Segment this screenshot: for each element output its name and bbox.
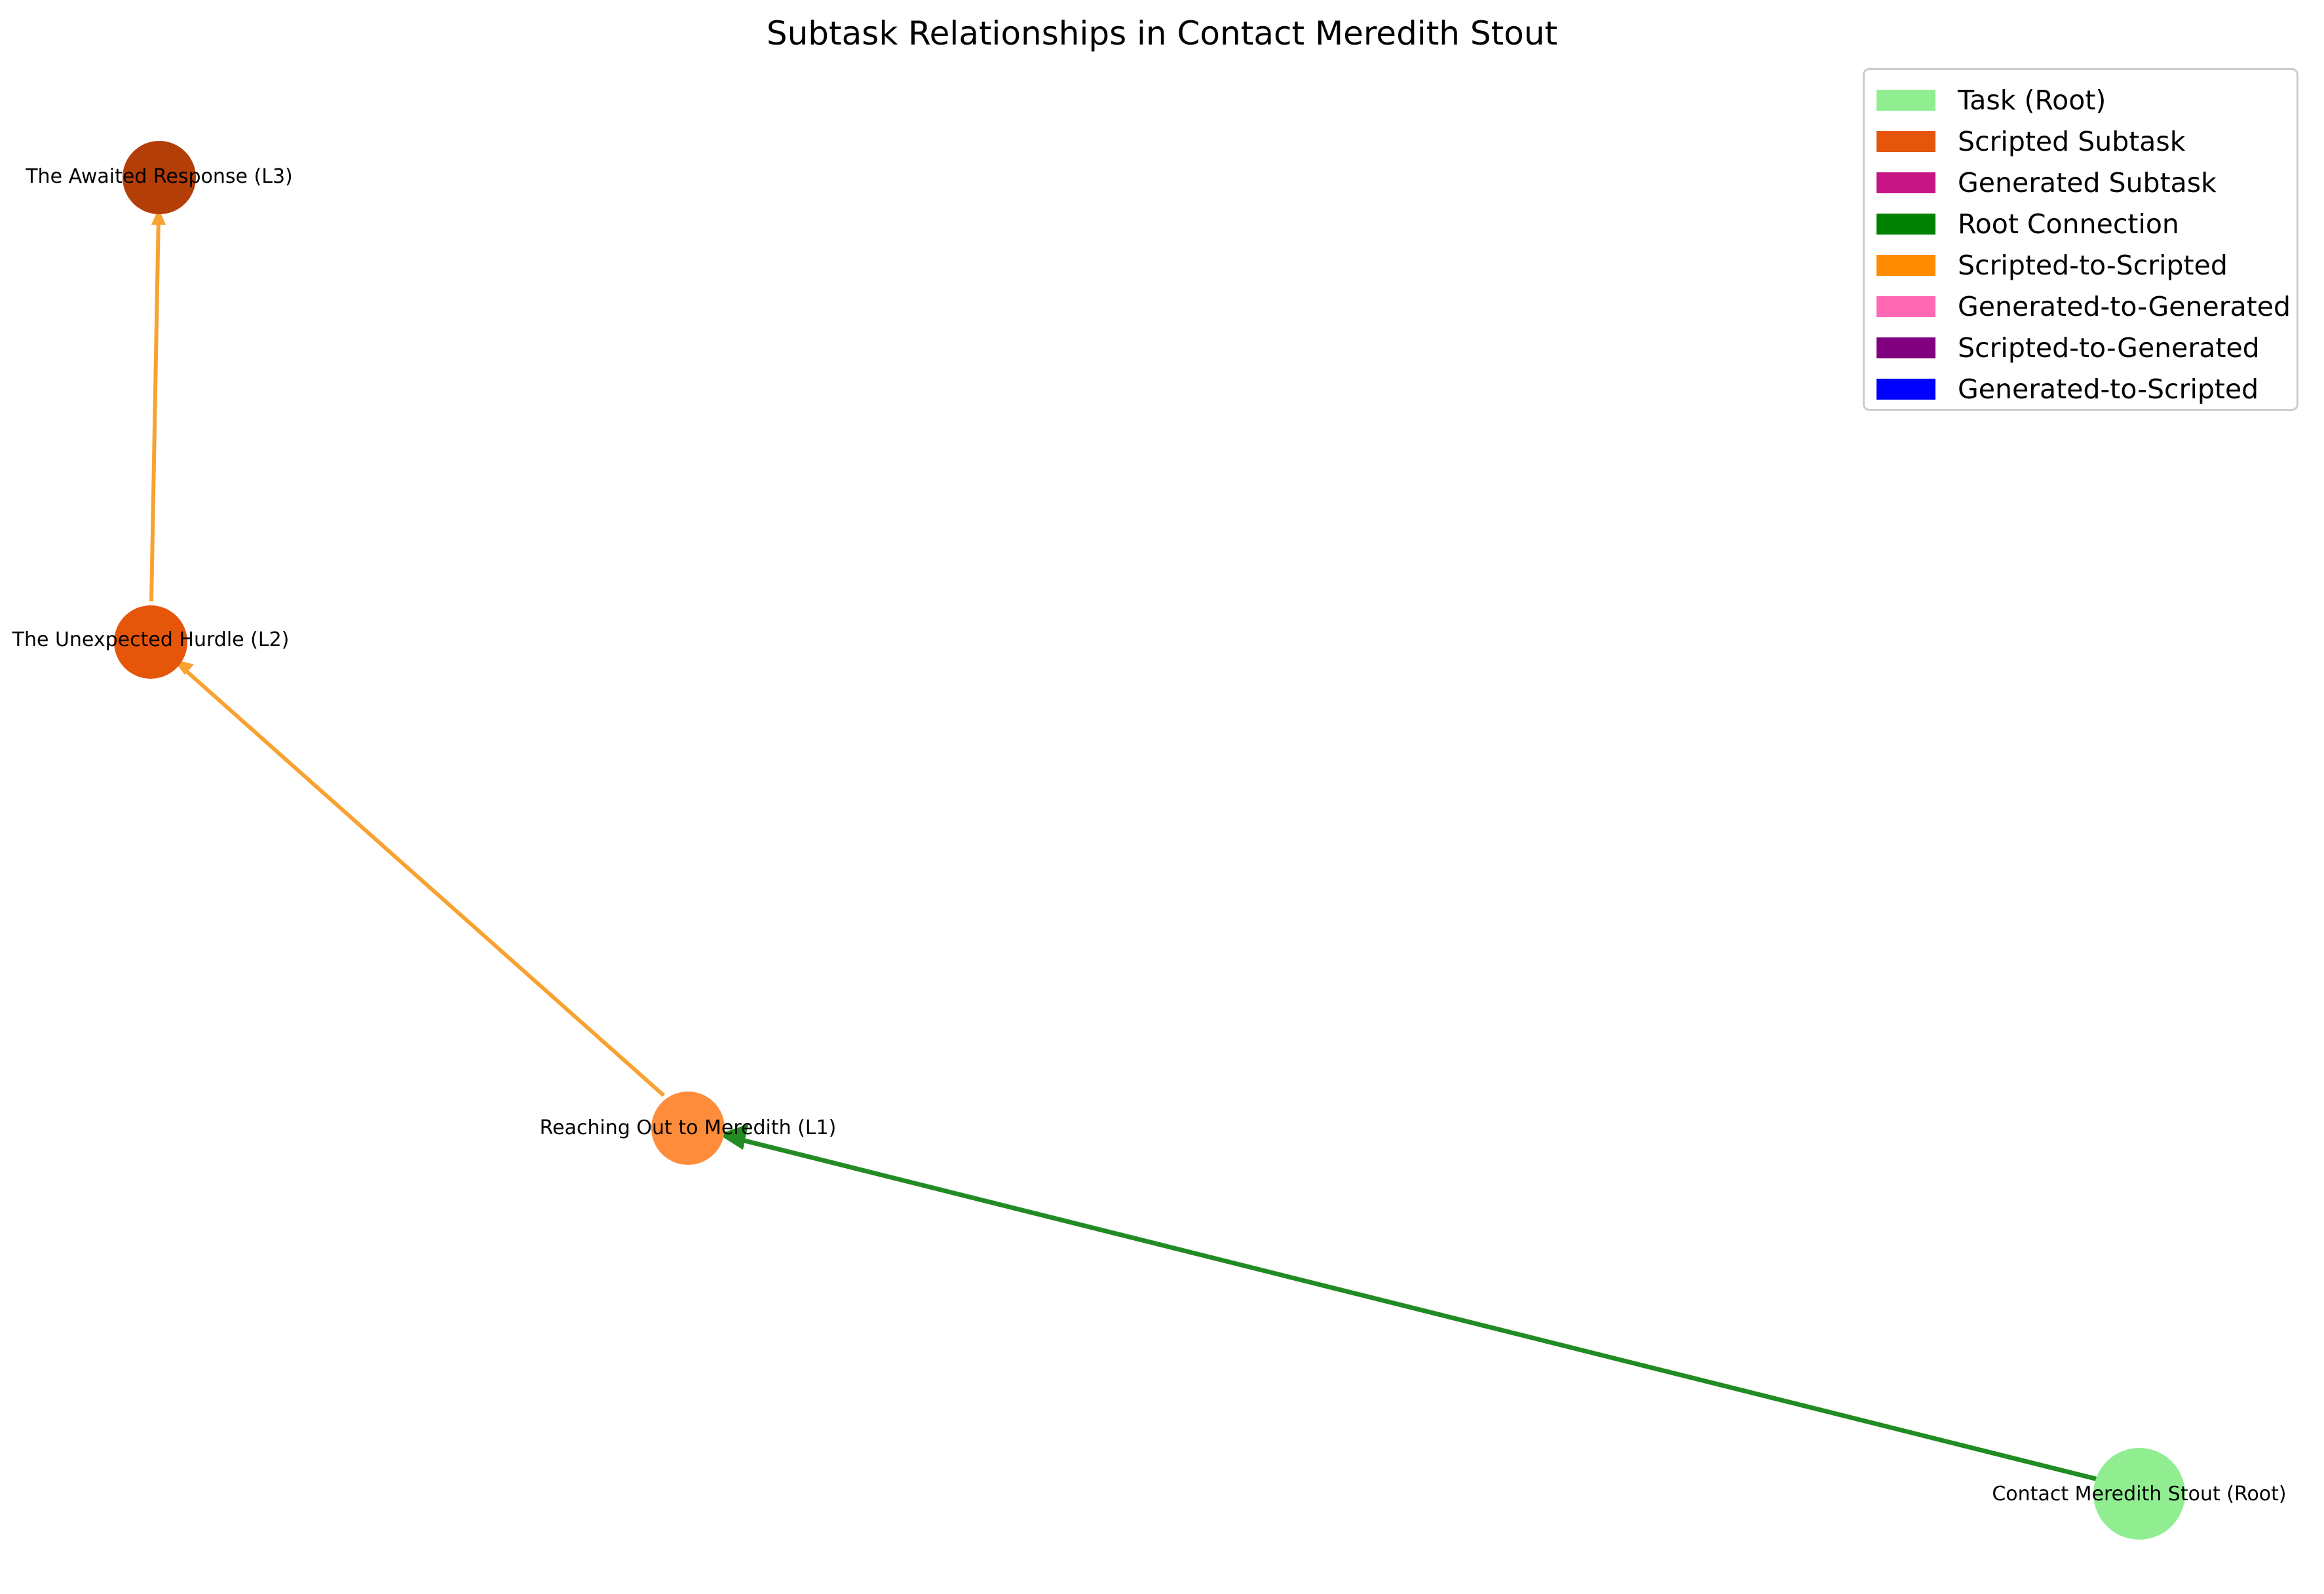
edge-l1-to-l2: [180, 665, 664, 1095]
legend-item-scripted-to-scripted: Scripted-to-Scripted: [1876, 252, 2228, 278]
legend-item-generated-to-scripted: Generated-to-Scripted: [1876, 376, 2258, 402]
node-l3-label: The Awaited Response (L3): [25, 165, 293, 188]
legend-swatch: [1876, 337, 1935, 358]
legend-label: Scripted-to-Generated: [1958, 332, 2260, 364]
legend-item-root-connection: Root Connection: [1876, 211, 2179, 237]
legend-item-generated-to-generated: Generated-to-Generated: [1876, 294, 2291, 320]
legend-label: Scripted-to-Scripted: [1958, 250, 2228, 281]
legend-item-task-root: Task (Root): [1876, 87, 2106, 113]
node-l2-label: The Unexpected Hurdle (L2): [12, 628, 290, 651]
legend-label: Generated-to-Scripted: [1958, 373, 2258, 405]
legend-label: Scripted Subtask: [1958, 126, 2186, 157]
legend-label: Root Connection: [1958, 208, 2179, 240]
legend-label: Generated-to-Generated: [1958, 291, 2291, 322]
legend-swatch: [1876, 214, 1935, 235]
legend-item-generated-subtask: Generated Subtask: [1876, 170, 2217, 196]
legend-swatch: [1876, 255, 1935, 276]
legend-item-scripted-subtask: Scripted Subtask: [1876, 128, 2186, 155]
legend-swatch: [1876, 296, 1935, 317]
node-root-label: Contact Meredith Stout (Root): [1992, 1483, 2286, 1506]
node-l1-label: Reaching Out to Meredith (L1): [540, 1116, 837, 1139]
edge-l2-to-l3: [151, 216, 159, 601]
legend: Task (Root) Scripted Subtask Generated S…: [1863, 68, 2298, 411]
legend-label: Task (Root): [1958, 85, 2106, 116]
legend-swatch: [1876, 172, 1935, 193]
legend-label: Generated Subtask: [1958, 167, 2217, 199]
legend-item-scripted-to-generated: Scripted-to-Generated: [1876, 335, 2260, 361]
legend-swatch: [1876, 379, 1935, 400]
legend-swatch: [1876, 90, 1935, 111]
legend-swatch: [1876, 131, 1935, 152]
edge-root-to-l1: [726, 1136, 2108, 1482]
